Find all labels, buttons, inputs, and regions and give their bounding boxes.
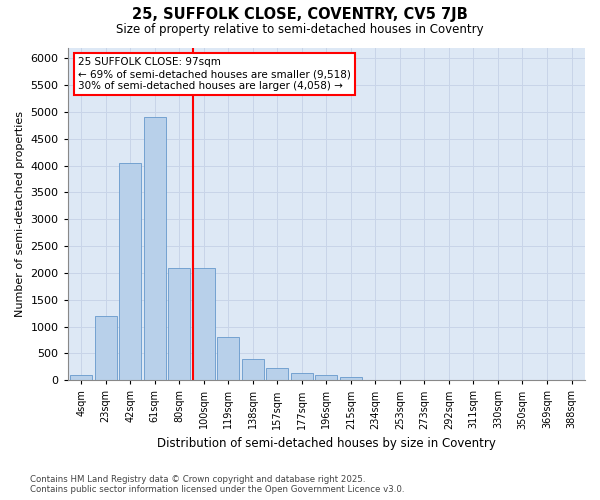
Bar <box>193 268 215 380</box>
Bar <box>217 338 239 380</box>
Bar <box>95 316 117 380</box>
Text: Contains HM Land Registry data © Crown copyright and database right 2025.
Contai: Contains HM Land Registry data © Crown c… <box>30 474 404 494</box>
Text: 25, SUFFOLK CLOSE, COVENTRY, CV5 7JB: 25, SUFFOLK CLOSE, COVENTRY, CV5 7JB <box>132 8 468 22</box>
X-axis label: Distribution of semi-detached houses by size in Coventry: Distribution of semi-detached houses by … <box>157 437 496 450</box>
Text: Size of property relative to semi-detached houses in Coventry: Size of property relative to semi-detach… <box>116 22 484 36</box>
Bar <box>291 374 313 380</box>
Bar <box>266 368 289 380</box>
Bar <box>168 268 190 380</box>
Bar <box>340 377 362 380</box>
Bar <box>144 118 166 380</box>
Bar <box>242 359 264 380</box>
Bar <box>119 163 141 380</box>
Bar <box>316 375 337 380</box>
Text: 25 SUFFOLK CLOSE: 97sqm
← 69% of semi-detached houses are smaller (9,518)
30% of: 25 SUFFOLK CLOSE: 97sqm ← 69% of semi-de… <box>78 58 351 90</box>
Y-axis label: Number of semi-detached properties: Number of semi-detached properties <box>15 111 25 317</box>
Bar <box>70 375 92 380</box>
